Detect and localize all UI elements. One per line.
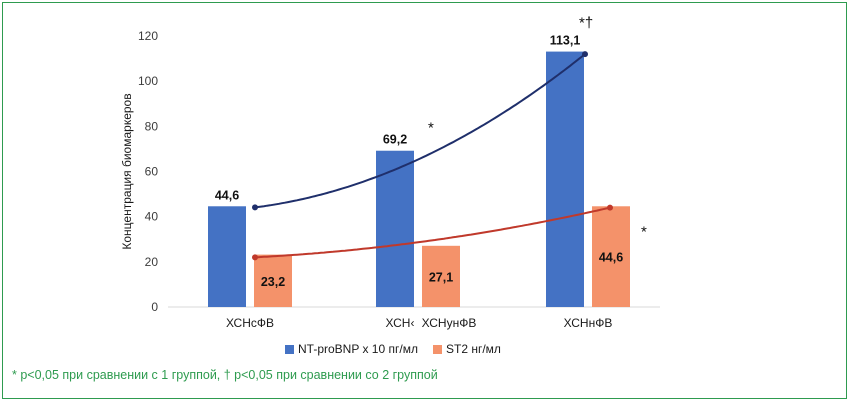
data-label: 113,1 (550, 34, 581, 48)
bar-chart: 0 20 40 60 80 100 120 Концентрация биомаркеров 4… (120, 15, 660, 356)
trend-line-ntprobnp-point (252, 204, 258, 211)
figure-frame (2, 2, 847, 399)
footnote: * p<0,05 при сравнении с 1 группой, † p<… (12, 368, 438, 382)
data-label: 69,2 (383, 133, 407, 147)
legend-label: NT-proBNP x 10 пг/мл (298, 342, 418, 356)
bar-st2-3 (592, 206, 630, 307)
trend-line-st2-point (607, 204, 613, 211)
data-label: 23,2 (261, 275, 285, 289)
bar-ntprobnp-3 (546, 51, 584, 307)
y-tick-label: 80 (145, 119, 159, 133)
bar-ntprobnp-2 (376, 150, 414, 307)
x-tick-label: ХСНунФВ (422, 316, 477, 330)
y-tick-label: 120 (138, 29, 158, 43)
trend-line-ntprobnp (254, 53, 586, 209)
y-tick-label: 0 (151, 300, 158, 314)
y-tick-label: 20 (145, 255, 159, 269)
x-tick-label: ХСН‹ (386, 316, 415, 330)
data-label: 44,6 (215, 188, 239, 202)
x-tick-label: ХСНсФВ (226, 316, 274, 330)
y-tick-label: 100 (138, 74, 158, 88)
significance-mark: * (428, 120, 434, 137)
bar-st2-1 (254, 254, 292, 307)
bar-st2-2 (422, 245, 460, 307)
legend-swatch-st2 (433, 345, 442, 354)
data-label: 27,1 (429, 270, 453, 284)
y-axis-label: Концентрация биомаркеров (120, 93, 134, 249)
trend-line-ntprobnp-point (582, 51, 588, 58)
y-tick-label: 40 (145, 210, 159, 224)
legend-swatch-ntprobnp (285, 345, 294, 354)
x-tick-label: ХСНнФВ (564, 316, 613, 330)
significance-mark: *† (579, 15, 593, 32)
y-tick-label: 60 (145, 165, 159, 179)
trend-line-st2-point (252, 254, 258, 261)
significance-mark: * (641, 223, 647, 240)
legend-label: ST2 нг/мл (446, 342, 501, 356)
data-label: 44,6 (599, 251, 623, 265)
trend-line-st2 (254, 206, 611, 259)
bar-ntprobnp-1 (208, 206, 246, 307)
